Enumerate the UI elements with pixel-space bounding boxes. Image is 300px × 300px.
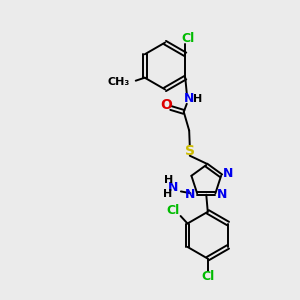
Text: O: O [160,98,172,112]
Text: N: N [184,92,194,105]
Text: Cl: Cl [167,204,180,217]
Text: CH₃: CH₃ [107,77,130,87]
Text: Cl: Cl [201,270,214,283]
Text: H: H [164,189,172,200]
Text: N: N [223,167,233,180]
Text: N: N [168,181,178,194]
Text: S: S [185,144,195,158]
Text: N: N [217,188,227,201]
Text: Cl: Cl [182,32,195,45]
Text: H: H [193,94,202,104]
Text: H: H [164,175,173,185]
Text: N: N [185,188,196,201]
